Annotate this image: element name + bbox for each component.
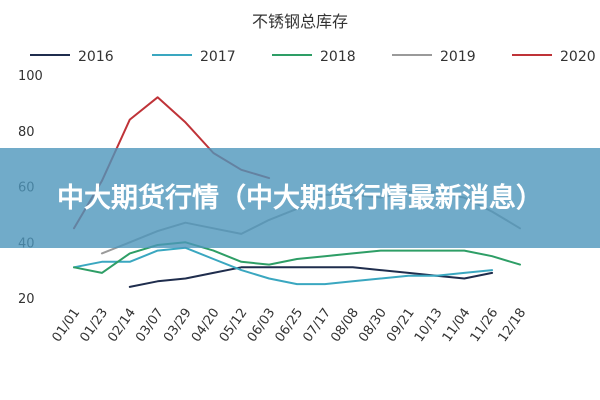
- x-tick-label: 10/13: [412, 306, 446, 345]
- chart-title: 不锈钢总库存: [252, 12, 348, 31]
- x-tick-label: 07/17: [300, 306, 334, 345]
- headline-text: 中大期货行情（中大期货行情最新消息）: [57, 182, 543, 214]
- x-tick-label: 05/12: [217, 306, 251, 345]
- x-tick-label: 04/20: [189, 306, 223, 345]
- legend-label-2019: 2019: [440, 49, 476, 65]
- x-tick-label: 11/04: [440, 306, 474, 345]
- legend: 2016 2017 2018 2019 2020: [30, 49, 596, 65]
- x-tick-label: 01/01: [49, 306, 83, 345]
- y-tick-label: 100: [18, 69, 43, 84]
- legend-label-2017: 2017: [200, 49, 236, 65]
- x-tick-label: 03/07: [133, 306, 167, 345]
- legend-label-2020: 2020: [560, 49, 596, 65]
- x-tick-label: 08/30: [356, 306, 390, 345]
- legend-label-2018: 2018: [320, 49, 356, 65]
- x-tick-label: 12/18: [495, 306, 529, 345]
- x-tick-label: 02/14: [105, 306, 139, 345]
- x-tick-label: 08/08: [328, 306, 362, 345]
- headline-banner: 中大期货行情（中大期货行情最新消息）: [0, 148, 600, 248]
- x-axis: 01/0101/2302/1403/0703/2904/2005/1206/03…: [49, 306, 529, 345]
- x-tick-label: 01/23: [77, 306, 111, 345]
- x-tick-label: 03/29: [161, 306, 195, 345]
- x-tick-label: 06/25: [272, 306, 306, 345]
- legend-label-2016: 2016: [78, 49, 114, 65]
- x-tick-label: 11/26: [468, 306, 502, 345]
- y-tick-label: 20: [18, 292, 35, 307]
- x-tick-label: 09/21: [384, 306, 418, 345]
- series-line-2017: [73, 246, 494, 286]
- x-tick-label: 06/03: [245, 306, 279, 345]
- y-tick-label: 80: [18, 125, 35, 140]
